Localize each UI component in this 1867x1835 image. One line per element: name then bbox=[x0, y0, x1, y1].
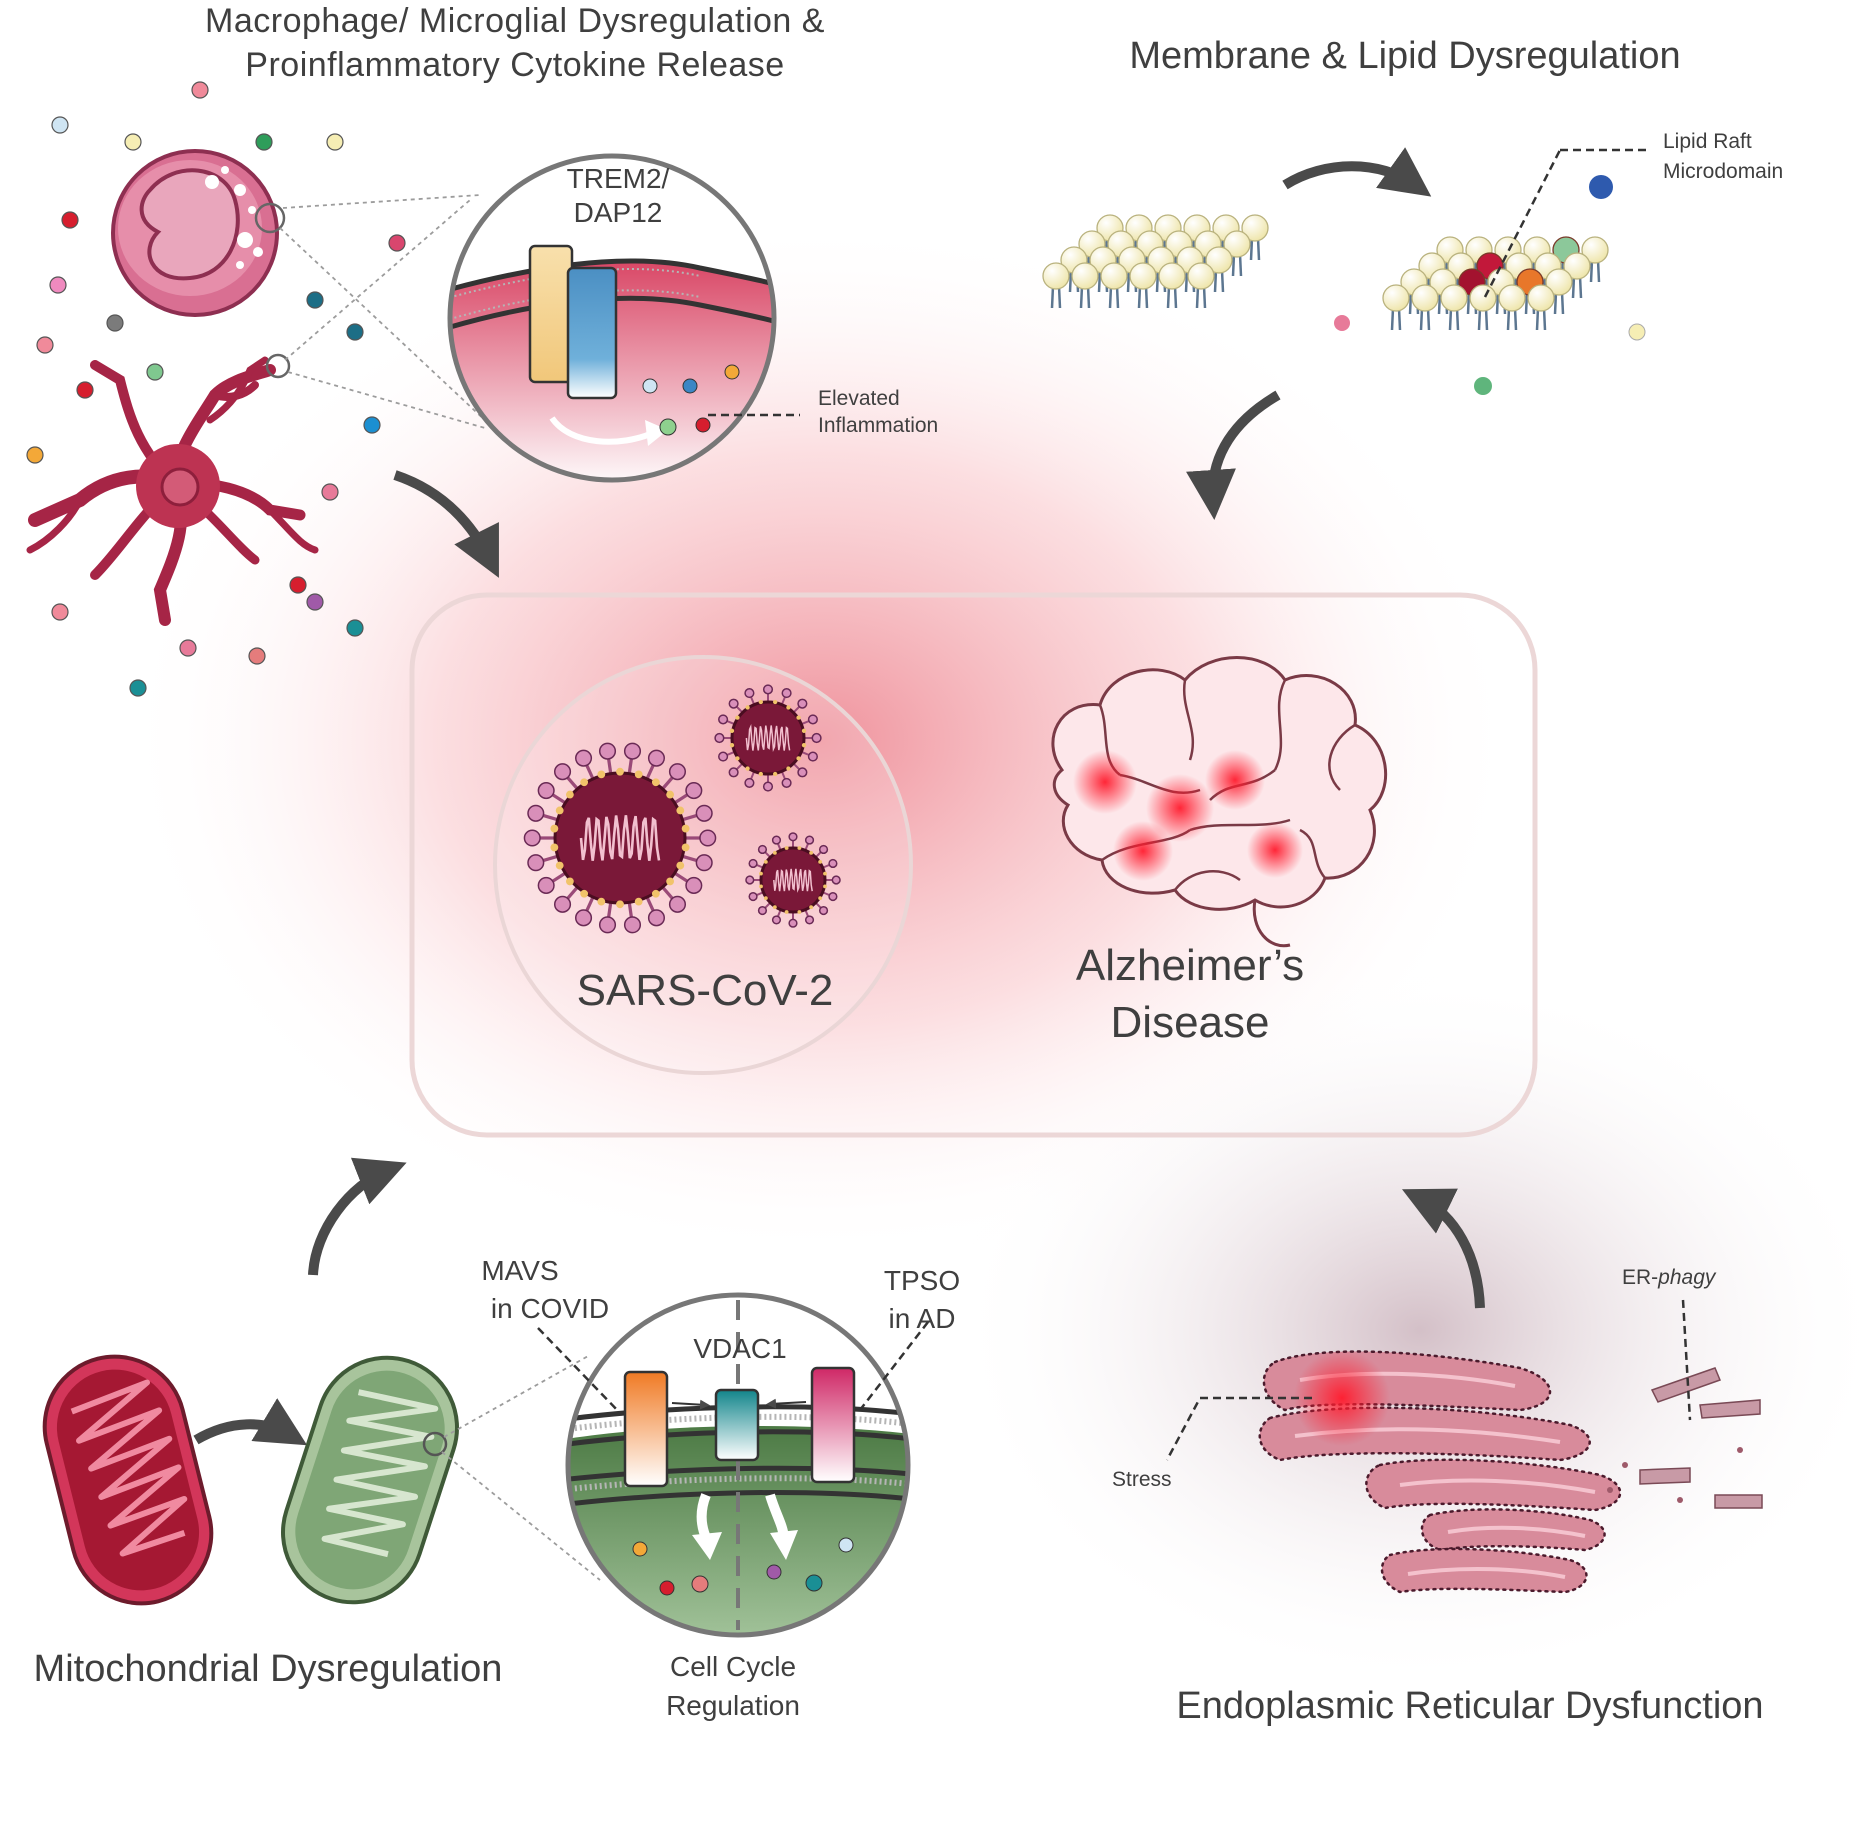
mavs-label-line1: MAVS bbox=[481, 1255, 558, 1286]
cytokine-dots bbox=[26, 81, 406, 697]
tpso-label-line2: in AD bbox=[889, 1303, 956, 1334]
disease-label-line2: Disease bbox=[1111, 998, 1270, 1047]
flow-arrows bbox=[193, 147, 1485, 1446]
vdac1-label: VDAC1 bbox=[693, 1333, 786, 1364]
disease-label-line1: Alzheimer’s bbox=[1076, 941, 1304, 990]
endoplasmic-reticulum-icon bbox=[1258, 1350, 1763, 1594]
stress-callout: Stress bbox=[1112, 1468, 1172, 1491]
trem2-label-line1: TREM2/ bbox=[567, 163, 670, 194]
lipid-bilayer-raft bbox=[1381, 235, 1610, 332]
cell-cycle-label-line2: Regulation bbox=[666, 1690, 800, 1721]
central-panel bbox=[409, 592, 1538, 1138]
trem2-label-line2: DAP12 bbox=[574, 197, 663, 228]
inflammation-callout-line1: Elevated bbox=[818, 387, 900, 410]
inflammation-callout-line2: Inflammation bbox=[818, 414, 938, 437]
brain-icon bbox=[1051, 656, 1387, 948]
arrow-macrophage-to-center bbox=[393, 470, 499, 578]
virus-icon bbox=[523, 684, 841, 934]
mitochondrion-red-icon bbox=[42, 1354, 214, 1606]
macrophage-title-line2: Proinflammatory Cytokine Release bbox=[245, 46, 784, 84]
mavs-label-line2: in COVID bbox=[491, 1293, 609, 1324]
mitochondria-title: Mitochondrial Dysregulation bbox=[34, 1648, 503, 1690]
erphagy-prefix: ER- bbox=[1622, 1266, 1658, 1289]
erphagy-callout: ER-phagy bbox=[1622, 1266, 1717, 1289]
mitochondrion-green-icon bbox=[281, 1355, 459, 1605]
macrophage-icon bbox=[111, 149, 286, 317]
cell-cycle-label-line1: Cell Cycle bbox=[670, 1651, 796, 1682]
arrow-er-to-center bbox=[1402, 1188, 1485, 1309]
lipid-raft-callout-line2: Microdomain bbox=[1663, 160, 1783, 183]
arrow-membrane-upper bbox=[1282, 147, 1432, 197]
vdac1-zoom-circle bbox=[565, 1292, 911, 1638]
arrow-mito-stage bbox=[193, 1398, 308, 1446]
microglia-icon bbox=[26, 353, 319, 626]
er-title: Endoplasmic Reticular Dysfunction bbox=[1176, 1685, 1763, 1727]
macrophage-title-line1: Macrophage/ Microglial Dysregulation & bbox=[205, 2, 825, 40]
lipid-raft-callout-line1: Lipid Raft bbox=[1663, 130, 1752, 153]
tpso-label-line1: TPSO bbox=[884, 1265, 960, 1296]
virus-label: SARS-CoV-2 bbox=[577, 966, 834, 1015]
membrane-title: Membrane & Lipid Dysregulation bbox=[1129, 35, 1680, 77]
erphagy-italic: phagy bbox=[1657, 1266, 1717, 1289]
arrow-mito-to-center bbox=[308, 1157, 407, 1276]
arrow-membrane-lower bbox=[1186, 390, 1281, 520]
trem2-zoom-circle bbox=[447, 153, 777, 483]
